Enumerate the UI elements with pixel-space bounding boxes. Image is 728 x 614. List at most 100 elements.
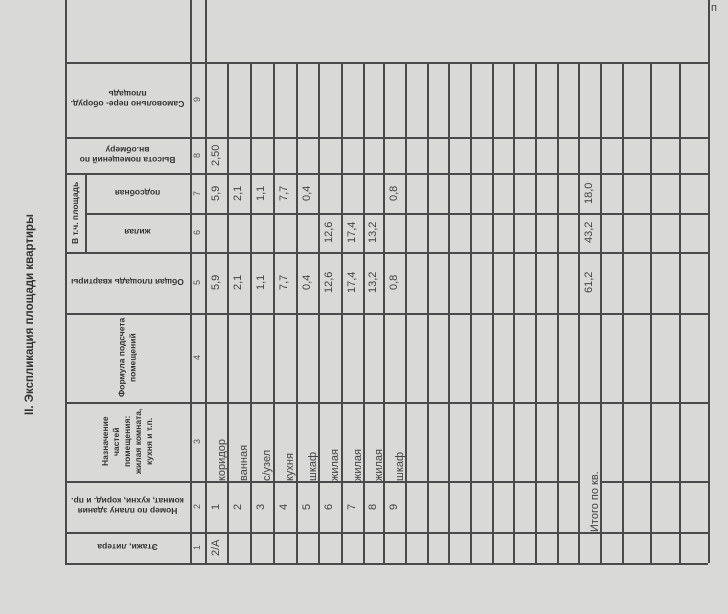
header-col-9: Самовольно пере- оборуд. площадь xyxy=(70,89,185,110)
grid-line xyxy=(65,137,708,139)
grid-line xyxy=(708,0,710,563)
grid-line xyxy=(578,62,580,563)
grid-line xyxy=(65,0,67,563)
column-number: 6 xyxy=(192,230,202,236)
row-8-total: 13,2 xyxy=(367,271,379,294)
row-5-number: 5 xyxy=(301,503,313,510)
header-group-area: В т.ч. площадь xyxy=(70,181,80,244)
grid-line xyxy=(65,313,708,315)
row-4-auxiliary: 7,7 xyxy=(278,185,290,201)
row-5-purpose: шкаф xyxy=(307,451,318,481)
grid-line xyxy=(600,481,708,483)
grid-line xyxy=(85,213,708,215)
grid-line xyxy=(190,0,192,563)
header-col-5: Общая площадь квартиры xyxy=(71,277,184,288)
grid-line xyxy=(650,62,652,563)
grid-line xyxy=(250,62,252,563)
document-heading: II. Экспликация площади квартиры xyxy=(24,214,36,416)
grid-line xyxy=(470,62,472,563)
grid-line xyxy=(296,62,298,563)
header-col-4: Формула подсчета помещений xyxy=(116,317,138,398)
header-col-1: Этажи, литера xyxy=(97,542,158,553)
grid-line xyxy=(535,62,537,563)
grid-line xyxy=(65,563,708,565)
grid-line xyxy=(205,0,207,563)
row-2-total: 2,1 xyxy=(232,274,244,291)
column-number: 2 xyxy=(192,504,202,510)
grid-line xyxy=(492,62,494,563)
row-3-auxiliary: 1,1 xyxy=(255,185,267,201)
column-number: 8 xyxy=(192,152,202,158)
grid-line xyxy=(318,62,320,563)
row-8-purpose: жилая xyxy=(373,449,383,481)
row-1-floor: 2/А xyxy=(210,539,222,556)
grid-line xyxy=(227,62,229,563)
row-1-total: 5,9 xyxy=(210,274,222,291)
grid-line xyxy=(513,62,515,563)
row-6-living: 12,6 xyxy=(323,221,335,244)
row-9-total: 0,8 xyxy=(388,274,400,291)
grid-line xyxy=(65,173,708,175)
column-number: 5 xyxy=(192,280,202,286)
row-7-living: 17,4 xyxy=(346,221,358,244)
grid-line xyxy=(65,481,578,483)
row-1-auxiliary: 5,9 xyxy=(210,185,222,201)
grid-line xyxy=(85,173,87,252)
column-number: 4 xyxy=(192,355,202,361)
totals-auxiliary-area: 18,0 xyxy=(583,182,595,204)
grid-line xyxy=(341,62,343,563)
column-number: 9 xyxy=(192,97,202,103)
row-7-number: 7 xyxy=(346,503,358,510)
column-number: 3 xyxy=(192,439,202,445)
column-number: 7 xyxy=(192,190,202,196)
row-8-number: 8 xyxy=(367,503,379,510)
row-5-total: 0,4 xyxy=(301,274,313,291)
row-9-number: 9 xyxy=(388,503,400,510)
row-6-total: 12,6 xyxy=(323,271,335,294)
totals-total-area: 61,2 xyxy=(583,271,595,294)
grid-line xyxy=(427,62,429,563)
row-5-auxiliary: 0,4 xyxy=(301,185,313,201)
grid-line xyxy=(679,62,681,563)
row-1-purpose: коридор xyxy=(216,439,227,481)
grid-line xyxy=(383,62,385,563)
totals-living-area: 43,2 xyxy=(583,221,595,244)
row-2-auxiliary: 2,1 xyxy=(232,185,244,201)
row-2-purpose: ванная xyxy=(238,444,250,481)
row-9-auxiliary: 0,8 xyxy=(388,185,400,201)
grid-line xyxy=(363,62,365,563)
cut-off-text: п xyxy=(711,2,717,14)
header-col-7: подсобная xyxy=(114,188,161,198)
grid-line xyxy=(65,532,708,534)
grid-line xyxy=(65,252,708,254)
row-1-number: 1 xyxy=(210,503,222,510)
row-6-number: 6 xyxy=(323,503,335,510)
row-3-purpose: с/узел xyxy=(261,449,273,481)
header-col-2: Номер по плану здания комнат, кухни, кор… xyxy=(71,496,184,517)
row-4-total: 7,7 xyxy=(278,274,290,291)
row-3-number: 3 xyxy=(255,503,267,510)
row-2-number: 2 xyxy=(232,503,244,510)
row-6-purpose: жилая xyxy=(329,449,341,481)
row-9-purpose: шкаф xyxy=(394,451,405,481)
row-8-living: 13,2 xyxy=(367,221,379,244)
row-1-height: 2,50 xyxy=(210,144,222,166)
header-col-8: Высота помещений по вн.обмеру xyxy=(79,145,176,165)
grid-line xyxy=(65,62,708,64)
grid-line xyxy=(65,402,708,404)
totals-label: Итого по кв. xyxy=(589,471,600,532)
row-7-total: 17,4 xyxy=(346,271,358,294)
row-4-purpose: кухня xyxy=(284,453,296,481)
grid-line xyxy=(405,62,407,563)
header-col-6: жилая xyxy=(124,227,151,238)
row-4-number: 4 xyxy=(278,503,290,510)
grid-line xyxy=(622,62,624,563)
row-7-purpose: жилая xyxy=(352,449,363,481)
row-3-total: 1,1 xyxy=(255,274,267,291)
grid-line xyxy=(448,62,450,563)
grid-line xyxy=(557,62,559,563)
column-number: 1 xyxy=(192,545,202,551)
header-col-3: Назначение частей помещения: жилая комна… xyxy=(100,408,154,475)
grid-line xyxy=(600,62,602,563)
grid-line xyxy=(273,62,275,563)
